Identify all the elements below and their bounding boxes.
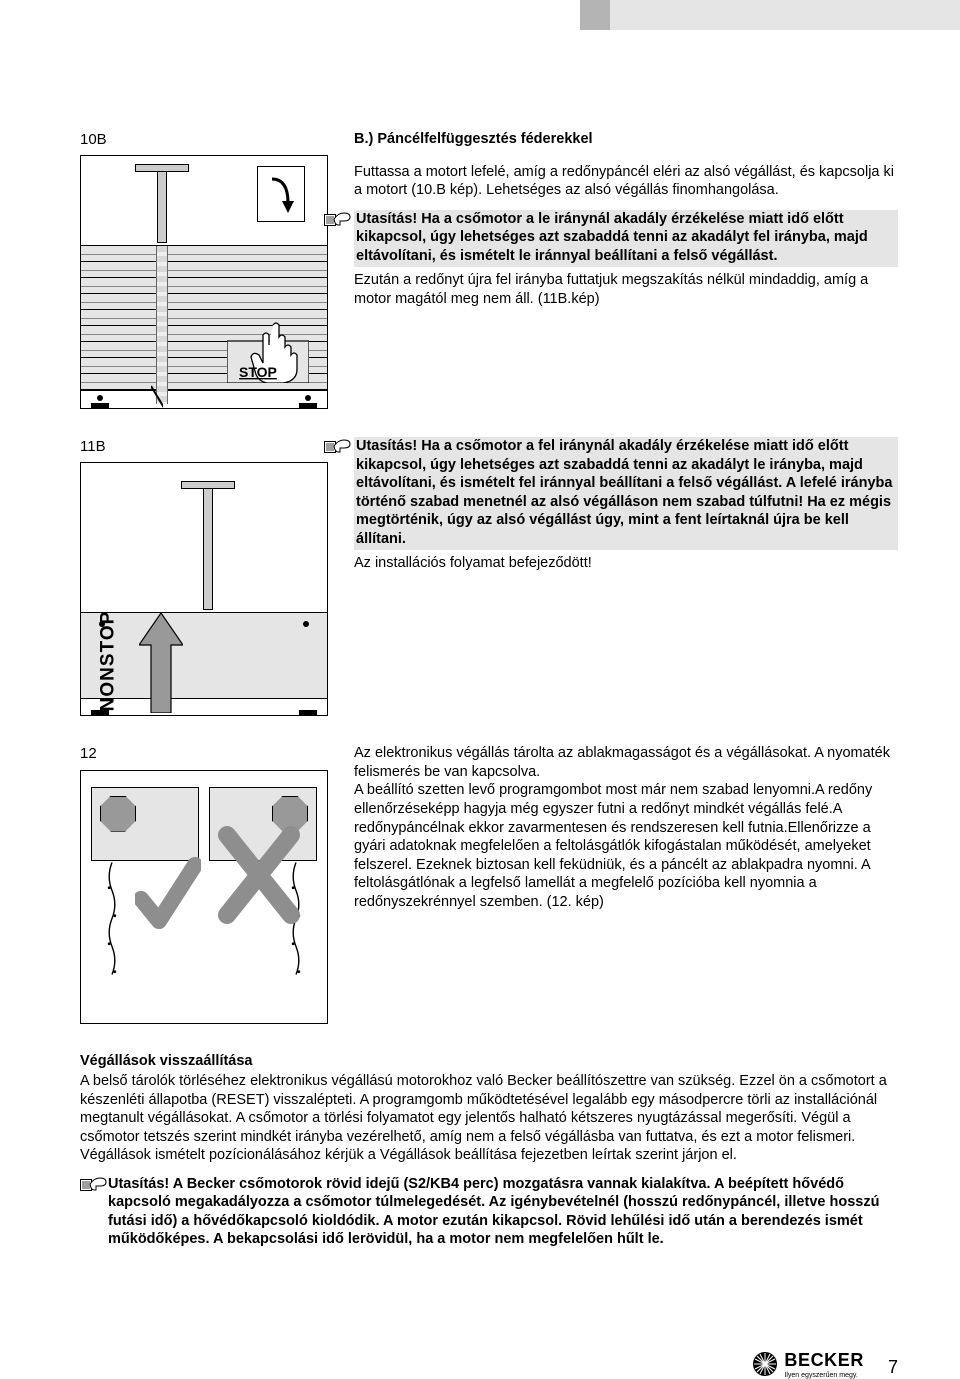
reset-note-lead: Utasítás!: [108, 1176, 169, 1192]
row-12: 12: [80, 744, 898, 1023]
section-12-para: Az elektronikus végállás tárolta az abla…: [354, 744, 898, 911]
stop-label: STOP: [239, 364, 277, 380]
figure-11b: NONSTOP: [80, 462, 328, 716]
roller-bracket-icon: [181, 481, 235, 610]
figure-10b: STOP: [80, 155, 328, 409]
hand-note-icon: [324, 211, 352, 229]
section-b-para1: Futtassa a motort lefelé, amíg a redőnyp…: [354, 163, 898, 200]
hand-stop-icon: STOP: [227, 321, 309, 389]
nonstop-label: NONSTOP: [97, 611, 121, 712]
section-b-after-note: Ezután a redőnyt újra fel irányba futtat…: [354, 271, 898, 308]
top-bar: [0, 0, 960, 30]
brand-logo: BECKER Ilyen egyszerűen megy.: [752, 1349, 864, 1379]
brand-tagline: Ilyen egyszerűen megy.: [784, 1372, 864, 1379]
fig-label-10b: 10B: [80, 130, 350, 149]
brand-name: BECKER: [784, 1350, 864, 1370]
note-10b: Utasítás! Ha a csőmotor a le iránynál ak…: [354, 210, 898, 268]
hand-note-icon: [80, 1176, 108, 1194]
figure-12: [80, 770, 328, 1024]
page-footer: BECKER Ilyen egyszerűen megy. 7: [0, 1289, 960, 1379]
note-11b-lead: Utasítás!: [356, 438, 417, 454]
note-10b-lead: Utasítás!: [356, 211, 417, 227]
section-11b-after: Az installációs folyamat befejeződött!: [354, 554, 898, 573]
fig-label-12: 12: [80, 744, 350, 763]
note-11b: Utasítás! Ha a csőmotor a fel iránynál a…: [354, 437, 898, 550]
note-10b-body: Ha a csőmotor a le iránynál akadály érzé…: [356, 211, 868, 264]
reset-section: Végállások visszaállítása A belső tároló…: [80, 1052, 898, 1249]
section-b-heading: B.) Páncélfelfüggesztés féderekkel: [354, 130, 898, 149]
shutter-gap-icon: [156, 246, 168, 404]
row-11b: 11B NONSTOP: [80, 437, 898, 716]
cross-icon: [215, 823, 303, 927]
reset-note-body: A Becker csőmotorok rövid idejű (S2/KB4 …: [108, 1176, 879, 1248]
rope-icon: [105, 837, 119, 1007]
hand-note-icon: [324, 438, 352, 456]
checkmark-icon: [135, 857, 201, 933]
row-10b: 10B: [80, 130, 898, 409]
page-content: 10B: [0, 30, 960, 1289]
fig-label-11b: 11B: [80, 437, 350, 456]
direction-box-icon: [257, 166, 305, 222]
reset-body: A belső tárolók törléséhez elektronikus …: [80, 1072, 898, 1165]
page-number: 7: [888, 1356, 898, 1379]
note-11b-body: Ha a csőmotor a fel iránynál akadály érz…: [356, 438, 892, 547]
up-arrow-icon: [139, 613, 183, 713]
roller-bracket-icon: [135, 164, 189, 243]
reset-heading: Végállások visszaállítása: [80, 1052, 898, 1071]
becker-mark-icon: [752, 1351, 778, 1377]
octagon-icon: [100, 796, 136, 832]
